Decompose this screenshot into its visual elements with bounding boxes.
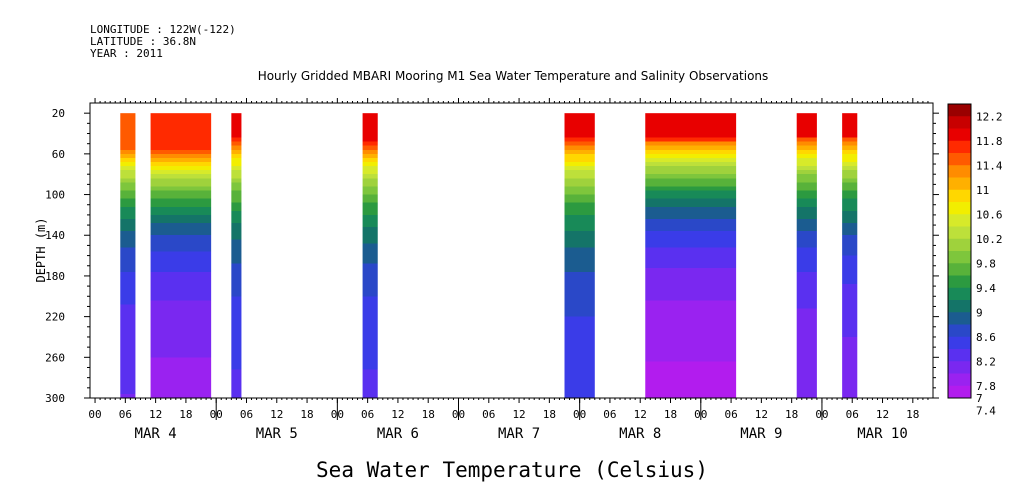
x-tick-label: 18 xyxy=(543,408,556,421)
colorbar-swatch xyxy=(948,275,971,289)
colorbar: 12.2 11.8 11.4 11 10.6 10.2 9.8 9.4 9 8.6 8.2 7.8 7.… xyxy=(947,103,1003,417)
colorbar-swatch xyxy=(948,312,971,325)
colorbar-label: 9.8 xyxy=(976,257,996,270)
x-axis-title: Sea Water Temperature (Celsius) xyxy=(316,458,708,482)
colorbar-swatch xyxy=(948,287,971,301)
colorbar-label: 10.2 xyxy=(976,233,1003,246)
x-tick-label: 12 xyxy=(512,408,525,421)
colorbar-label: 10.6 xyxy=(976,208,1003,221)
x-day-label: MAR 9 xyxy=(740,426,782,442)
colorbar-swatch xyxy=(948,263,971,276)
y-axis-title: DEPTH (m) xyxy=(34,217,48,282)
x-day-label: MAR 10 xyxy=(857,426,908,442)
colorbar-swatch xyxy=(948,349,971,362)
x-day-label: MAR 8 xyxy=(619,426,661,442)
colorbar-swatch xyxy=(948,324,971,338)
colorbar-label: 7.4 xyxy=(976,404,996,417)
plot-frame xyxy=(89,102,934,399)
data-column xyxy=(231,113,242,398)
x-tick-label: 18 xyxy=(664,408,677,421)
x-day-label: MAR 5 xyxy=(256,426,298,442)
colorbar-label: 8.2 xyxy=(976,355,996,368)
colorbar-swatch xyxy=(948,104,971,117)
latitude-label: LATITUDE : 36.8N xyxy=(90,35,196,48)
data-column xyxy=(564,113,595,398)
x-tick-label: 18 xyxy=(422,408,435,421)
colorbar-frame xyxy=(947,103,972,399)
colorbar-swatch xyxy=(948,189,971,203)
colorbar-swatch xyxy=(948,214,971,227)
colorbar-swatch xyxy=(948,202,971,215)
x-tick-label: 12 xyxy=(149,408,162,421)
colorbar-swatch xyxy=(948,336,971,350)
colorbar-swatch xyxy=(948,300,971,313)
colorbar-swatch xyxy=(948,140,971,154)
colorbar-label: 7.8 xyxy=(976,380,996,393)
x-day-label: MAR 4 xyxy=(135,426,177,442)
x-tick-label: 12 xyxy=(270,408,283,421)
y-tick-label: 260 xyxy=(45,351,65,364)
colorbar-label: 8.6 xyxy=(976,331,996,344)
x-tick-label: 06 xyxy=(119,408,132,421)
plot-area xyxy=(120,113,858,398)
colorbar-swatch xyxy=(948,177,971,191)
x-tick-label: 18 xyxy=(300,408,313,421)
x-day-label: MAR 7 xyxy=(498,426,540,442)
colorbar-label: 7 xyxy=(976,392,983,405)
x-tick-label: 00 xyxy=(88,408,101,421)
y-tick-label: 140 xyxy=(45,229,65,242)
colorbar-swatch xyxy=(948,373,971,387)
colorbar-swatch xyxy=(948,251,971,264)
longitude-label: LONGITUDE : 122W(-122) xyxy=(90,23,236,36)
colorbar-swatch xyxy=(948,385,971,399)
y-tick-label: 100 xyxy=(45,189,65,202)
colorbar-swatch xyxy=(948,226,971,240)
colorbar-swatch xyxy=(948,238,971,252)
colorbar-label: 9 xyxy=(976,306,983,319)
data-column xyxy=(796,113,817,398)
x-tick-label: 06 xyxy=(240,408,253,421)
y-tick-label: 180 xyxy=(45,270,65,283)
data-column xyxy=(362,113,378,398)
data-column xyxy=(120,113,136,398)
x-day-label: MAR 6 xyxy=(377,426,419,442)
colorbar-label: 12.2 xyxy=(976,110,1003,123)
colorbar-label: 11.4 xyxy=(976,159,1003,172)
colorbar-label: 9.4 xyxy=(976,282,996,295)
x-tick-label: 06 xyxy=(482,408,495,421)
colorbar-swatch xyxy=(948,128,971,142)
x-tick-label: 18 xyxy=(906,408,919,421)
x-tick-label: 12 xyxy=(755,408,768,421)
y-tick-label: 20 xyxy=(52,107,65,120)
data-column xyxy=(842,113,858,398)
data-column xyxy=(645,113,737,398)
y-tick-label: 60 xyxy=(52,148,65,161)
x-tick-label: 18 xyxy=(785,408,798,421)
axes: 00 06 12 18 00 06 12 18 00 06 12 18 00 06 12 18 00 06 12 18… xyxy=(45,98,939,442)
colorbar-label: 11 xyxy=(976,184,989,197)
colorbar-swatch xyxy=(948,153,971,166)
colorbar-swatch xyxy=(948,361,971,374)
x-tick-label: 18 xyxy=(179,408,192,421)
year-label: YEAR : 2011 xyxy=(90,47,163,60)
colorbar-swatch xyxy=(948,165,971,178)
y-tick-label: 300 xyxy=(45,392,65,405)
x-tick-label: 06 xyxy=(724,408,737,421)
colorbar-swatch xyxy=(948,116,971,129)
x-tick-label: 12 xyxy=(876,408,889,421)
chart-title: Hourly Gridded MBARI Mooring M1 Sea Wate… xyxy=(258,69,769,83)
x-tick-label: 06 xyxy=(361,408,374,421)
colorbar-label: 11.8 xyxy=(976,135,1003,148)
x-tick-label: 06 xyxy=(846,408,859,421)
x-tick-label: 12 xyxy=(634,408,647,421)
y-tick-label: 220 xyxy=(45,311,65,324)
x-tick-label: 06 xyxy=(603,408,616,421)
data-column xyxy=(150,113,212,398)
x-tick-label: 12 xyxy=(391,408,404,421)
